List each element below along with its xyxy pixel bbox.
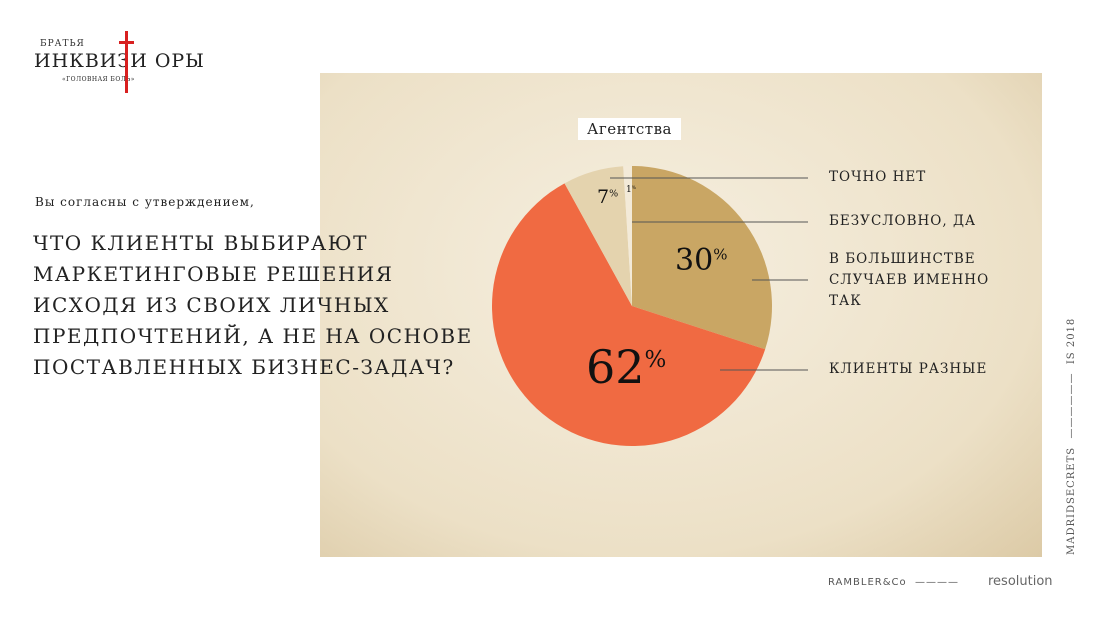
logo-sub-text: «ГОЛОВНАЯ БОЛЬ»: [62, 76, 135, 83]
question-intro: Вы согласны с утверждением,: [35, 195, 255, 209]
partner-rambler: RAMBLER&Co: [828, 577, 907, 588]
partner-resolution: resolution: [988, 574, 1053, 589]
legend-item: Безусловно, да: [829, 213, 977, 229]
side-left-text: MADRIDSECRETS: [1066, 446, 1077, 555]
legend-item: В большинстве случаев именно так: [829, 251, 990, 309]
legend-item: Точно нет: [829, 169, 927, 185]
chart-title: Агентства: [578, 118, 681, 140]
question-text: что клиенты выбирают маркетинговые решен…: [33, 231, 473, 379]
slice-label: 1%: [626, 185, 637, 195]
side-right-text: IS 2018: [1066, 317, 1077, 365]
pie-slice: [623, 166, 632, 306]
side-caption: MADRIDSECRETS —————— IS 2018: [1066, 317, 1077, 555]
pie-slice: [491, 183, 766, 446]
legend-item: Клиенты разные: [829, 361, 988, 377]
pie-slice: [632, 166, 772, 350]
logo-main-text: ИНКВИЗИ ОРЫ: [34, 50, 205, 72]
logo-top-text: БРАТЬЯ: [40, 39, 85, 49]
partner-footer: RAMBLER&Co ————: [828, 577, 964, 588]
sword-logo-icon: [119, 31, 134, 93]
pie-slice: [564, 166, 632, 306]
